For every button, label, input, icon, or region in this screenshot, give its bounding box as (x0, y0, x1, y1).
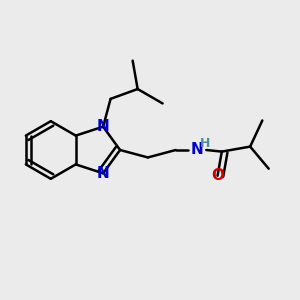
Text: N: N (97, 166, 110, 181)
Text: H: H (200, 137, 210, 150)
Text: N: N (97, 119, 110, 134)
Text: N: N (191, 142, 204, 158)
Text: O: O (211, 168, 224, 183)
